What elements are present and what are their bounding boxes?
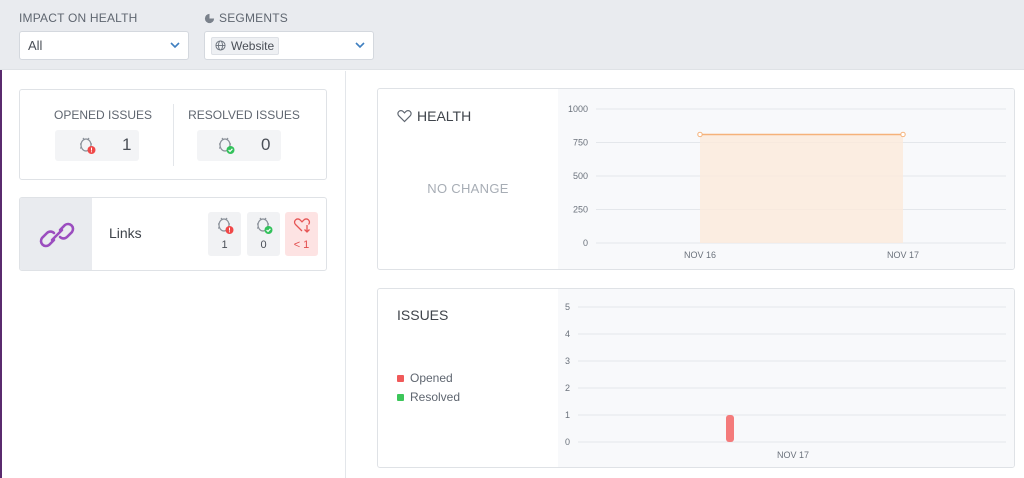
health-status: NO CHANGE (427, 181, 509, 196)
y-tick-label: 0 (583, 238, 588, 248)
y-tick-label: 3 (565, 356, 570, 366)
resolved-issues-count: 0 (261, 135, 271, 154)
health-panel-title: HEALTH (397, 108, 471, 124)
globe-icon (215, 40, 226, 51)
issues-panel: ISSUES Opened Resolved 5 4 3 2 1 0 NOV 17 (377, 288, 1015, 468)
segment-chip[interactable]: Website (211, 36, 280, 55)
resolved-issues-label: RESOLVED ISSUES (188, 108, 300, 122)
opened-issues-count: 1 (122, 135, 132, 154)
segments-select[interactable]: Website (204, 31, 374, 60)
y-tick-label: 4 (565, 329, 570, 339)
x-tick-label: NOV 16 (684, 250, 716, 260)
column-divider (345, 71, 346, 478)
health-chart-area: 1000 750 500 250 0 NOV 16 NOV 17 (558, 89, 1014, 269)
y-tick-label: 2 (565, 383, 570, 393)
bug-opened-icon (80, 137, 96, 154)
health-point (900, 131, 906, 138)
y-tick-label: 250 (573, 205, 588, 215)
segment-chip-label: Website (231, 38, 275, 53)
link-icon (39, 222, 75, 248)
window-edge (0, 0, 2, 478)
legend-opened-swatch (397, 374, 404, 382)
health-chart: 1000 750 500 250 0 NOV 16 NOV 17 (568, 104, 1006, 260)
chevron-down-icon (170, 42, 180, 49)
impact-filter-label: IMPACT ON HEALTH (19, 11, 138, 25)
opened-issues-label: OPENED ISSUES (53, 108, 153, 122)
segment-row-links[interactable]: Links 1 0 < 1 (19, 197, 327, 271)
x-tick-label: NOV 17 (887, 250, 919, 260)
y-tick-label: 5 (565, 302, 570, 312)
health-panel: HEALTH NO CHANGE 1000 750 500 250 0 NOV 16 NOV… (377, 88, 1015, 270)
resolved-issues-stat: 0 (197, 130, 281, 161)
segment-opened-badge: 1 (208, 212, 241, 256)
impact-select-value: All (28, 38, 43, 53)
summary-divider (173, 104, 174, 166)
bug-resolved-icon (219, 137, 235, 154)
segment-health-impact: < 1 (293, 239, 310, 251)
legend-opened: Opened (397, 371, 453, 385)
segments-filter-label: SEGMENTS (204, 11, 288, 25)
bar-opened (726, 415, 734, 442)
chevron-down-icon (355, 42, 365, 49)
issues-chart: 5 4 3 2 1 0 NOV 17 (565, 302, 1006, 460)
impact-select[interactable]: All (19, 31, 189, 60)
y-tick-label: 750 (573, 138, 588, 148)
legend-resolved: Resolved (397, 390, 460, 404)
issues-summary-card: OPENED ISSUES 1 RESOLVED ISSUES 0 (19, 89, 327, 180)
y-tick-label: 0 (565, 437, 570, 447)
heart-down-icon (293, 218, 311, 233)
issues-chart-area: 5 4 3 2 1 0 NOV 17 (558, 289, 1014, 467)
heart-icon (397, 110, 412, 123)
segment-opened-count: 1 (221, 239, 228, 251)
pie-chart-icon (204, 12, 215, 23)
segment-resolved-badge: 0 (247, 212, 280, 256)
segment-health-badge: < 1 (285, 212, 318, 256)
x-tick-label: NOV 17 (777, 450, 809, 460)
issues-panel-title: ISSUES (397, 307, 449, 323)
legend-resolved-swatch (397, 393, 404, 401)
bug-resolved-icon (257, 217, 273, 234)
y-tick-label: 1 (565, 410, 570, 420)
health-area (700, 134, 903, 243)
health-point (697, 131, 703, 138)
segment-resolved-count: 0 (260, 239, 267, 251)
y-tick-label: 1000 (568, 104, 588, 114)
segment-icon-tile (20, 198, 92, 270)
opened-issues-stat: 1 (55, 130, 139, 161)
segment-name: Links (109, 225, 142, 241)
bug-opened-icon (218, 217, 234, 234)
y-tick-label: 500 (573, 171, 588, 181)
filter-bar: IMPACT ON HEALTH All SEGMENTS Website (0, 0, 1024, 70)
